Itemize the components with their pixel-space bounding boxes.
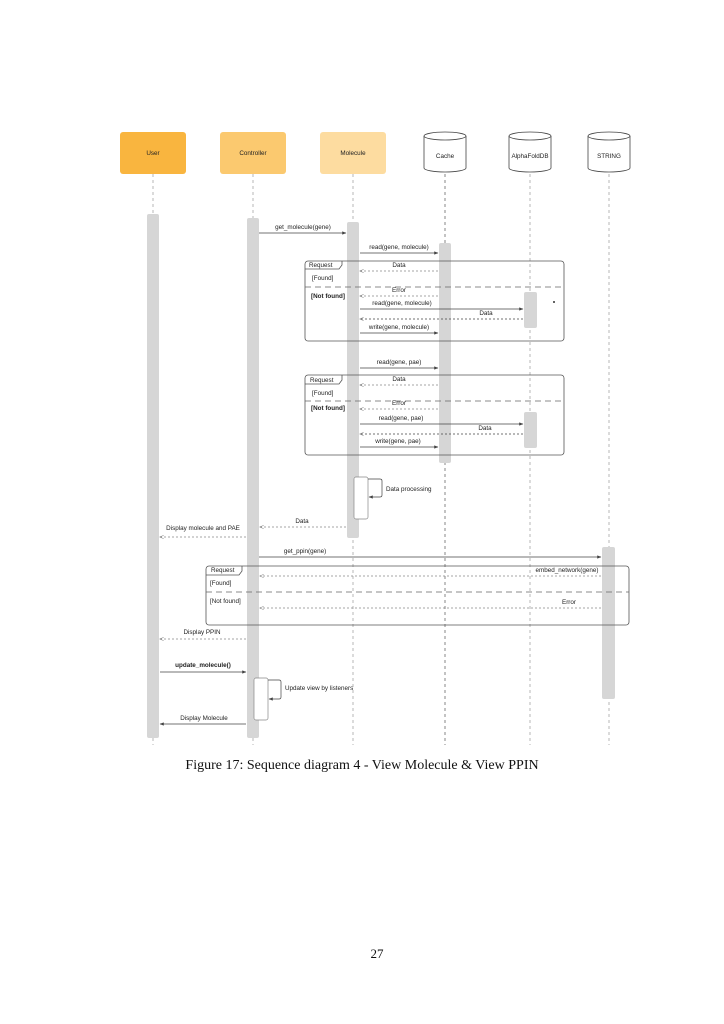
participant-string: [587, 131, 631, 173]
activation-string: [602, 547, 615, 699]
message-read-gene-pae-label: read(gene, pae): [377, 359, 422, 366]
participant-controller-label: Controller: [239, 150, 266, 157]
fragment-2-guard-not-found: [Not found]: [311, 405, 345, 412]
stray-dot: [553, 301, 555, 303]
message-display-molecule-pae-label: Display molecule and PAE: [166, 525, 240, 532]
fragment-1: [304, 260, 565, 342]
message-embed-network-label: embed_network(gene): [535, 567, 598, 574]
participant-molecule: [320, 132, 386, 174]
participant-string-label: STRING: [597, 153, 621, 160]
participant-alphafolddb-label: AlphaFoldDB: [511, 153, 548, 160]
participant-cache: [423, 131, 467, 173]
message-get-ppin-label: get_ppin(gene): [284, 548, 326, 555]
message-data-cache-1-label: Data: [392, 262, 406, 269]
message-display-ppin-label: Display PPIN: [183, 629, 221, 636]
participant-user-label: User: [146, 150, 159, 157]
participant-molecule-label: Molecule: [340, 150, 366, 157]
participant-controller: [220, 132, 286, 174]
participant-user: [120, 132, 186, 174]
activation-controller-update: [253, 677, 269, 721]
message-error-string-label: Error: [562, 599, 576, 606]
page-number: 27: [370, 946, 384, 961]
message-data-alphafold-1-label: Data: [479, 310, 493, 317]
message-get-molecule-label: get_molecule(gene): [275, 224, 331, 231]
activation-user: [147, 214, 159, 738]
fragment-2: [304, 374, 565, 456]
fragment-2-title: Request: [310, 377, 334, 384]
message-read-alphafold-2-label: read(gene, pae): [379, 415, 424, 422]
activation-molecule-processing: [353, 476, 369, 520]
message-read-gene-molecule-label: read(gene, molecule): [369, 244, 429, 251]
activation-cache: [439, 243, 451, 463]
message-data-to-controller-label: Data: [295, 518, 309, 525]
fragment-2-guard-found: [Found]: [312, 390, 334, 397]
activation-alphafolddb-2: [524, 412, 537, 448]
activation-controller: [247, 218, 259, 738]
message-display-molecule-label: Display Molecule: [180, 715, 228, 722]
message-data-alphafold-2-label: Data: [478, 425, 492, 432]
figure-caption: Figure 17: Sequence diagram 4 - View Mol…: [185, 758, 539, 773]
message-update-view: [268, 679, 282, 701]
participant-cache-label: Cache: [436, 153, 455, 160]
message-update-molecule-label: update_molecule(): [175, 662, 231, 669]
message-data-cache-2-label: Data: [392, 376, 406, 383]
message-write-gene-pae-label: write(gene, pae): [374, 438, 421, 445]
fragment-3-guard-found: [Found]: [210, 580, 232, 587]
fragment-3-guard-not-found: [Not found]: [210, 598, 241, 605]
message-error-cache-2-label: Error: [392, 400, 406, 407]
participant-alphafolddb: [508, 131, 552, 173]
fragment-3-title: Request: [211, 567, 235, 574]
sequence-diagram: User Controller Molecule Cache AlphaFold…: [120, 131, 631, 745]
activation-alphafolddb-1: [524, 292, 537, 328]
message-error-cache-1-label: Error: [392, 287, 406, 294]
message-update-view-label: Update view by listeners: [285, 685, 353, 692]
fragment-1-title: Request: [309, 262, 333, 269]
fragment-3: [205, 565, 630, 626]
message-data-processing-label: Data processing: [386, 486, 432, 493]
fragment-1-guard-found: [Found]: [312, 275, 334, 282]
fragment-1-guard-not-found: [Not found]: [311, 293, 345, 300]
activation-molecule: [347, 222, 359, 538]
message-write-gene-molecule-label: write(gene, molecule): [368, 324, 429, 331]
message-read-alphafold-1-label: read(gene, molecule): [372, 300, 432, 307]
message-data-processing: [368, 478, 383, 499]
